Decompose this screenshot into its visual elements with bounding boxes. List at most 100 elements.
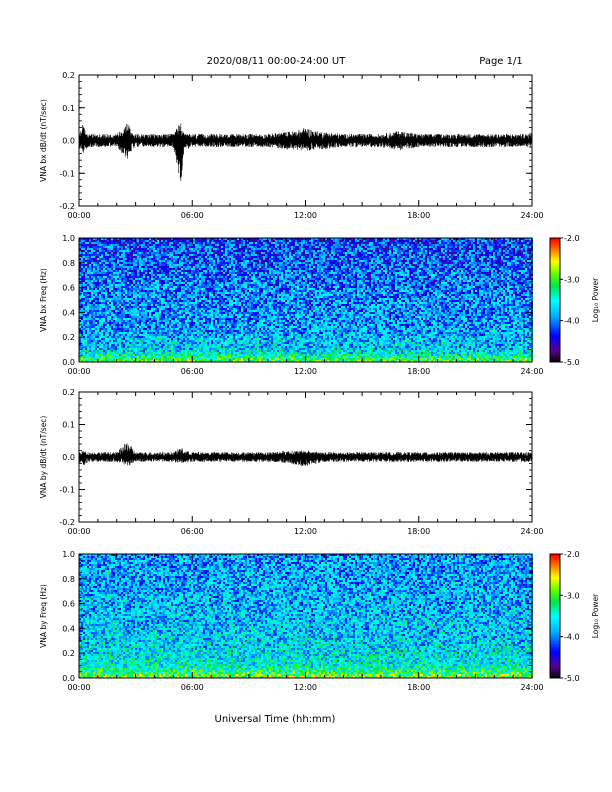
spectrogram-cell bbox=[245, 254, 247, 256]
spectrogram-cell bbox=[407, 260, 409, 262]
spectrogram-cell bbox=[357, 250, 359, 252]
spectrogram-cell bbox=[515, 276, 517, 278]
spectrogram-cell bbox=[431, 252, 433, 254]
spectrogram-cell bbox=[301, 246, 303, 248]
spectrogram-cell bbox=[235, 264, 237, 266]
spectrogram-cell bbox=[339, 256, 341, 258]
spectrogram-cell bbox=[135, 258, 137, 260]
spectrogram-cell bbox=[233, 276, 235, 278]
spectrogram-cell bbox=[213, 272, 215, 274]
spectrogram-cell bbox=[511, 270, 513, 272]
spectrogram-cell bbox=[233, 270, 235, 272]
spectrogram-cell bbox=[131, 240, 133, 242]
spectrogram-cell bbox=[393, 272, 395, 274]
spectrogram-cell bbox=[81, 270, 83, 272]
spectrogram-cell bbox=[431, 268, 433, 270]
spectrogram-cell bbox=[217, 276, 219, 278]
spectrogram-cell bbox=[153, 248, 155, 250]
spectrogram-cell bbox=[453, 252, 455, 254]
spectrogram-cell bbox=[515, 270, 517, 272]
spectrogram-cell bbox=[101, 254, 103, 256]
spectrogram-cell bbox=[403, 246, 405, 248]
spectrogram-cell bbox=[297, 280, 299, 282]
spectrogram-cell bbox=[493, 268, 495, 270]
spectrogram-cell bbox=[433, 262, 435, 264]
spectrogram-cell bbox=[327, 278, 329, 280]
spectrogram-cell bbox=[109, 250, 111, 252]
spectrogram-cell bbox=[397, 246, 399, 248]
spectrogram-cell bbox=[293, 238, 295, 240]
spectrogram-cell bbox=[321, 244, 323, 246]
spectrogram-cell bbox=[451, 278, 453, 280]
spectrogram-cell bbox=[369, 268, 371, 270]
spectrogram-cell bbox=[135, 278, 137, 280]
spectrogram-cell bbox=[489, 246, 491, 248]
spectrogram-cell bbox=[287, 238, 289, 240]
spectrogram-cell bbox=[161, 254, 163, 256]
spectrogram-cell bbox=[231, 238, 233, 240]
spectrogram-cell bbox=[495, 256, 497, 258]
spectrogram-cell bbox=[135, 260, 137, 262]
spectrogram-cell bbox=[153, 276, 155, 278]
spectrogram-cell bbox=[197, 238, 199, 240]
spectrogram-cell bbox=[123, 262, 125, 264]
spectrogram-cell bbox=[515, 260, 517, 262]
spectrogram-cell bbox=[281, 270, 283, 272]
spectrogram-cell bbox=[417, 266, 419, 268]
spectrogram-cell bbox=[175, 276, 177, 278]
spectrogram-cell bbox=[185, 242, 187, 244]
spectrogram-cell bbox=[173, 268, 175, 270]
spectrogram-cell bbox=[133, 280, 135, 282]
spectrogram-cell bbox=[157, 264, 159, 266]
spectrogram-cell bbox=[467, 254, 469, 256]
spectrogram-cell bbox=[165, 260, 167, 262]
spectrogram-cell bbox=[479, 262, 481, 264]
spectrogram-cell bbox=[427, 254, 429, 256]
spectrogram-cell bbox=[311, 264, 313, 266]
spectrogram-cell bbox=[131, 262, 133, 264]
spectrogram-cell bbox=[401, 248, 403, 250]
spectrogram-cell bbox=[345, 276, 347, 278]
spectrogram-cell bbox=[431, 264, 433, 266]
spectrogram-cell bbox=[463, 260, 465, 262]
spectrogram-cell bbox=[497, 274, 499, 276]
spectrogram-cell bbox=[421, 258, 423, 260]
spectrogram-cell bbox=[87, 258, 89, 260]
spectrogram-cell bbox=[101, 252, 103, 254]
spectrogram-cell bbox=[205, 266, 207, 268]
spectrogram-cell bbox=[277, 266, 279, 268]
spectrogram-cell bbox=[273, 240, 275, 242]
spectrogram-cell bbox=[129, 274, 131, 276]
spectrogram-cell bbox=[279, 280, 281, 282]
spectrogram-cell bbox=[223, 266, 225, 268]
spectrogram-cell bbox=[313, 264, 315, 266]
spectrogram-cell bbox=[367, 238, 369, 240]
spectrogram-cell bbox=[103, 238, 105, 240]
spectrogram-cell bbox=[287, 264, 289, 266]
spectrogram-cell bbox=[351, 252, 353, 254]
spectrogram-cell bbox=[295, 270, 297, 272]
spectrogram-cell bbox=[415, 268, 417, 270]
spectrogram-cell bbox=[387, 274, 389, 276]
spectrogram-cell bbox=[431, 254, 433, 256]
spectrogram-cell bbox=[459, 274, 461, 276]
spectrogram-cell bbox=[279, 266, 281, 268]
spectrogram-cell bbox=[283, 240, 285, 242]
spectrogram-cell bbox=[175, 260, 177, 262]
spectrogram-cell bbox=[403, 242, 405, 244]
spectrogram-cell bbox=[491, 268, 493, 270]
spectrogram-cell bbox=[127, 280, 129, 282]
spectrogram-cell bbox=[335, 252, 337, 254]
spectrogram-cell bbox=[417, 268, 419, 270]
spectrogram-cell bbox=[147, 254, 149, 256]
spectrogram-cell bbox=[371, 274, 373, 276]
spectrogram-cell bbox=[131, 244, 133, 246]
spectrogram-cell bbox=[251, 254, 253, 256]
spectrogram-cell bbox=[527, 242, 529, 244]
spectrogram-cell bbox=[285, 238, 287, 240]
spectrogram-cell bbox=[225, 252, 227, 254]
spectrogram-cell bbox=[179, 262, 181, 264]
spectrogram-cell bbox=[497, 256, 499, 258]
spectrogram-cell bbox=[223, 244, 225, 246]
spectrogram-cell bbox=[511, 276, 513, 278]
